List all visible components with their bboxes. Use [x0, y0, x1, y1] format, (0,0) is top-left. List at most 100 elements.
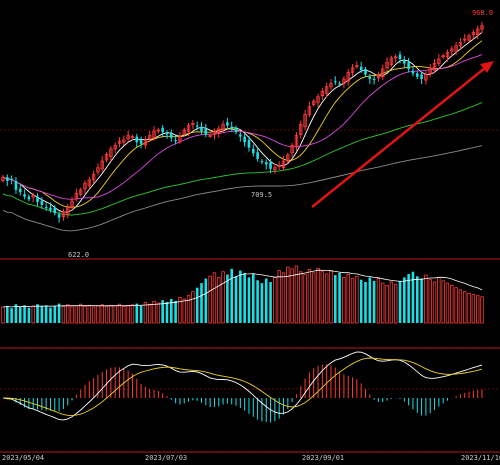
candle-body [372, 78, 376, 81]
volume-bar [135, 303, 139, 323]
candle-body [359, 66, 363, 71]
candle-body [100, 160, 104, 170]
candle-body [393, 56, 398, 59]
volume-bar [475, 295, 480, 324]
candle-body [428, 67, 432, 74]
candle-body [432, 63, 437, 71]
candle-body [170, 133, 173, 138]
candle-body [165, 133, 169, 135]
candle-body [475, 28, 480, 36]
volume-bar [191, 291, 195, 324]
candle-body [450, 48, 454, 52]
volume-bar [281, 272, 286, 324]
volume-bar [148, 303, 152, 324]
trend-arrow [311, 61, 494, 208]
volume-bar [320, 271, 325, 324]
volume-bar [251, 273, 255, 323]
candle-body [66, 207, 70, 215]
candle-body [40, 200, 44, 205]
candle-body [27, 196, 31, 200]
candle-body [117, 140, 122, 144]
candle-body [31, 195, 35, 198]
volume-bar [57, 303, 61, 323]
candle-body [83, 182, 87, 190]
volume-bar [156, 302, 161, 324]
volume-bar [480, 296, 484, 324]
ma120-line [2, 145, 483, 232]
candle-body [368, 76, 372, 79]
volume-bar [471, 294, 476, 324]
ma60-line [2, 102, 483, 216]
macd-dea-line [2, 357, 483, 417]
volume-bar [398, 280, 402, 323]
candle-body [212, 130, 217, 135]
candle-body [178, 136, 182, 142]
candle-body [329, 83, 333, 88]
volume-bars[interactable] [1, 265, 484, 324]
candle-body [234, 127, 238, 133]
candle-body [480, 25, 484, 30]
volume-bar [260, 283, 264, 323]
candle-body [200, 126, 203, 132]
candle-body [333, 81, 337, 83]
candle-body [458, 41, 463, 47]
candle-body [139, 139, 143, 144]
candle-body [156, 129, 161, 132]
volume-bar [376, 278, 381, 324]
volume-bar [277, 270, 281, 324]
volume-bar [31, 305, 35, 324]
candle-body [122, 139, 126, 143]
candle-body [18, 188, 22, 193]
volume-bar [66, 304, 70, 324]
volume-bar [186, 295, 191, 324]
price-mid-low-label: 709.5 [251, 191, 272, 199]
volume-bar [182, 298, 186, 324]
candle-body [420, 74, 423, 79]
volume-bar [161, 300, 164, 323]
candle-body [286, 154, 290, 162]
volume-bar [239, 270, 242, 323]
candle-body [23, 194, 26, 197]
candle-body [381, 68, 385, 78]
candle-body [346, 71, 350, 82]
volume-bar [432, 281, 437, 324]
volume-bar [403, 277, 406, 323]
candle-body [403, 60, 406, 64]
volume-bar [247, 277, 251, 323]
candle-body [277, 165, 281, 167]
candle-body [260, 161, 264, 163]
volume-bar [350, 278, 355, 324]
volume-bar [83, 306, 87, 324]
volume-bar [286, 266, 290, 324]
candle-body [316, 96, 320, 103]
volume-bar [264, 278, 268, 323]
candle-body [78, 189, 83, 195]
candle-body [385, 61, 389, 69]
candle-body [70, 200, 74, 209]
volume-bar [312, 272, 316, 324]
candle-body [441, 55, 445, 58]
candle-body [411, 71, 415, 74]
candle-body [6, 177, 9, 182]
volume-bar [204, 278, 208, 323]
candle-body [247, 139, 251, 148]
candle-body [445, 51, 450, 58]
volume-bar [424, 274, 428, 324]
volume-bar [117, 303, 122, 324]
candle-body [454, 45, 458, 52]
candle-body [130, 136, 135, 139]
price-low-label: 622.0 [68, 251, 89, 259]
volume-bar [303, 274, 307, 324]
volume-bar [53, 305, 57, 323]
macd-indicator[interactable] [2, 351, 483, 423]
candle-body [57, 214, 61, 218]
date-label-1: 2023/05/04 [2, 454, 44, 462]
volume-bar [143, 302, 148, 324]
volume-bar [139, 305, 143, 323]
volume-bar [407, 273, 410, 323]
candle-body [251, 148, 255, 154]
price-candles[interactable] [1, 21, 484, 223]
candle-body [230, 126, 234, 129]
candle-body [437, 58, 441, 64]
candle-body [161, 127, 164, 133]
